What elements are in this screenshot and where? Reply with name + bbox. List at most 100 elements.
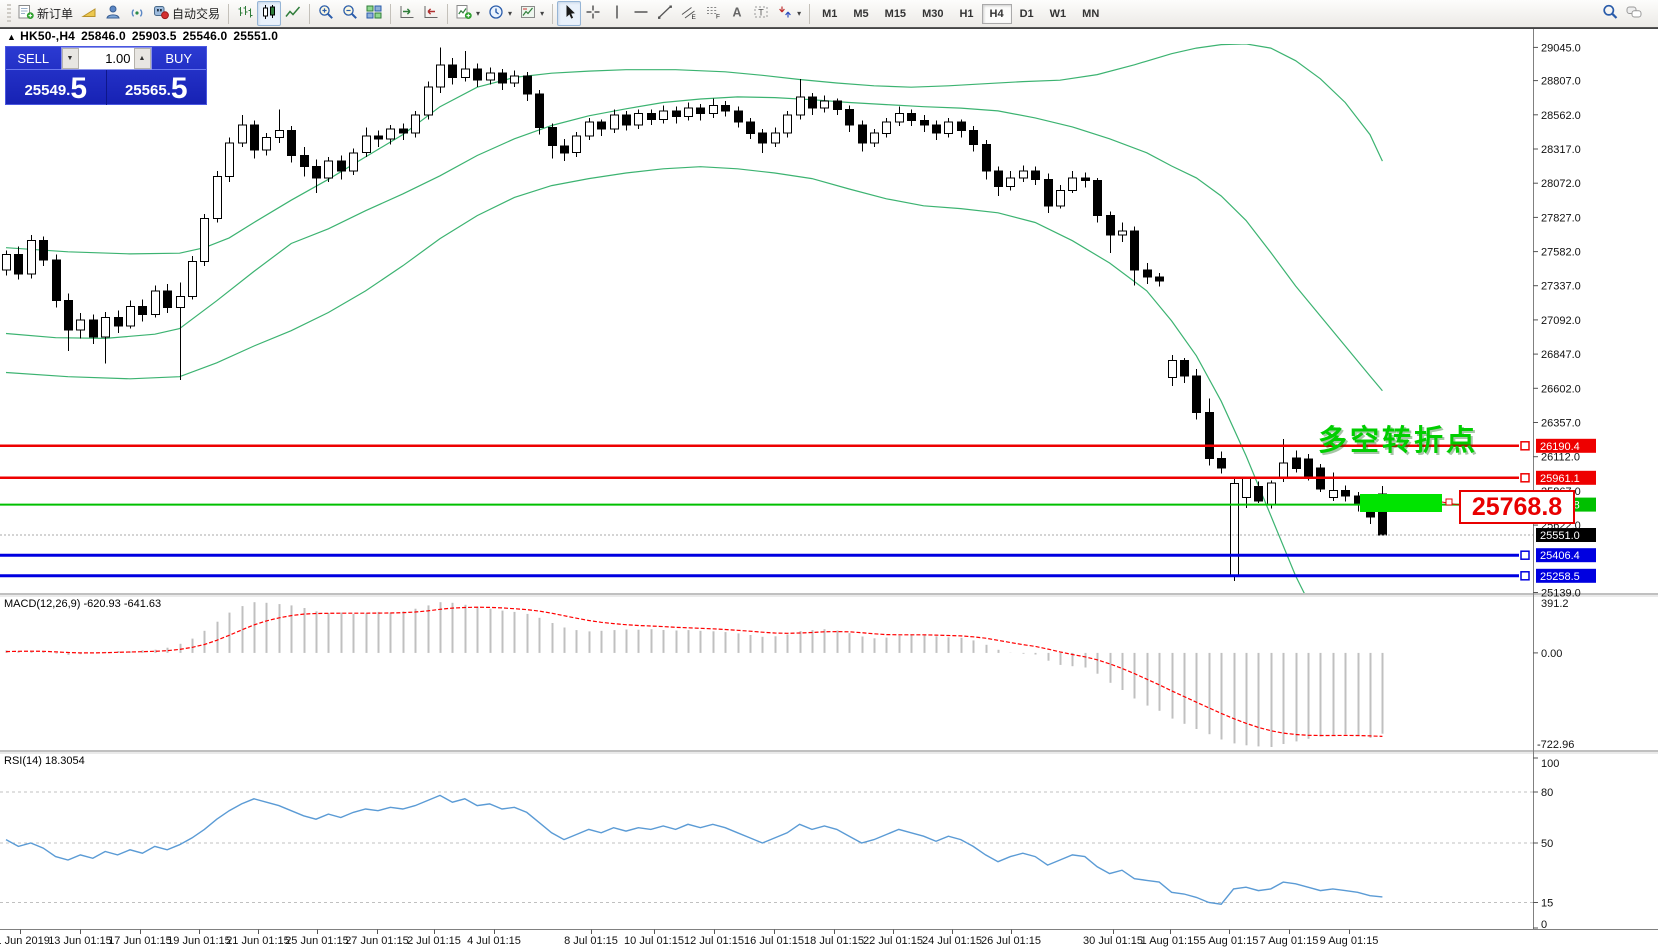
tile-windows-icon [366, 4, 382, 23]
templates-button[interactable]: ▾ [516, 1, 548, 26]
text-icon: A [729, 4, 745, 23]
rsi-indicator: 100 80 50 15 0 [0, 757, 1559, 931]
resistance-line-25961.1[interactable]: 25961.1 [0, 470, 1596, 485]
svg-text:25258.5: 25258.5 [1540, 571, 1580, 583]
svg-text:26190.4: 26190.4 [1540, 441, 1580, 453]
svg-text:27092.0: 27092.0 [1541, 315, 1581, 327]
highlight-box[interactable] [1360, 494, 1442, 512]
svg-text:2 Jul 01:15: 2 Jul 01:15 [407, 935, 461, 947]
buy-price[interactable]: 25565. 5 [124, 72, 188, 105]
svg-text:28807.0: 28807.0 [1541, 76, 1581, 88]
bollinger-bands [5, 44, 1383, 593]
profile-icon [105, 4, 121, 23]
period-m30-button[interactable]: M30 [922, 7, 944, 20]
indicators-button[interactable]: ▾ [452, 1, 484, 26]
svg-text:29045.0: 29045.0 [1541, 42, 1581, 54]
period-w1-button[interactable]: W1 [1049, 7, 1067, 20]
period-h4-button[interactable]: H4 [981, 3, 1012, 24]
fibonacci-button[interactable]: F [701, 1, 725, 26]
profile-button[interactable] [101, 1, 125, 26]
svg-text:22 Jul 01:15: 22 Jul 01:15 [863, 935, 923, 947]
period-mn-button[interactable]: MN [1082, 7, 1100, 20]
bar-low-value: 25546.0 [182, 29, 228, 43]
svg-text:5 Aug 01:15: 5 Aug 01:15 [1200, 935, 1259, 947]
volume-increase-button[interactable]: ▲ [133, 48, 151, 69]
search-icon [1602, 4, 1618, 23]
macd-label: MACD(12,26,9) -620.93 -641.63 [4, 598, 162, 610]
timeframes-button[interactable]: ▾ [484, 1, 516, 26]
fibonacci-icon: F [705, 4, 721, 23]
zoom-in-button[interactable] [314, 1, 338, 26]
trendline-button[interactable] [653, 1, 677, 26]
chat-button[interactable] [1622, 1, 1646, 26]
horizontal-line-button[interactable] [629, 1, 653, 26]
period-m15-button[interactable]: M15 [884, 7, 907, 20]
chevron-down-icon: ▾ [540, 9, 545, 18]
period-m5-button[interactable]: M5 [853, 7, 869, 20]
chevron-down-icon: ▾ [508, 9, 513, 18]
price-callout-box[interactable]: 25768.8 [1459, 490, 1575, 524]
svg-text:26357.0: 26357.0 [1541, 418, 1581, 430]
svg-text:26 Jul 01:15: 26 Jul 01:15 [981, 935, 1041, 947]
history-button[interactable] [77, 1, 101, 26]
svg-text:12 Jul 01:15: 12 Jul 01:15 [684, 935, 744, 947]
svg-text:F: F [716, 14, 720, 21]
resistance-line-26190.4[interactable]: 26190.4 [0, 438, 1596, 453]
panel-toggle-icon[interactable]: ▲ [7, 32, 17, 42]
svg-text:25406.4: 25406.4 [1540, 550, 1580, 562]
turning-point-annotation[interactable]: 多空转折点 [1318, 425, 1479, 457]
equidistant-channel-button[interactable]: E [677, 1, 701, 26]
period-d1-button[interactable]: D1 [1019, 7, 1034, 20]
svg-text:26847.0: 26847.0 [1541, 349, 1581, 361]
toolbar-separator [390, 3, 392, 24]
signal-button[interactable] [125, 1, 149, 26]
svg-text:1 Aug 01:15: 1 Aug 01:15 [1141, 935, 1200, 947]
cursor-icon [561, 4, 577, 23]
svg-text:24 Jul 01:15: 24 Jul 01:15 [922, 935, 982, 947]
buy-button[interactable]: BUY [151, 47, 206, 70]
new-order-button[interactable]: 新订单 [14, 1, 77, 26]
candlesticks [2, 47, 1387, 582]
arrows-button[interactable]: ▾ [773, 1, 805, 26]
crosshair-button[interactable] [581, 1, 605, 26]
text-button[interactable]: A [725, 1, 749, 26]
zoom-out-icon [342, 4, 358, 23]
support-line-25258.5[interactable]: 25258.5 [0, 568, 1596, 583]
line-chart-button[interactable] [281, 1, 305, 26]
chart-shift-button[interactable] [419, 1, 443, 26]
symbol-label: HK50-,H4 [20, 29, 76, 43]
period-h1-button[interactable]: H1 [959, 7, 974, 20]
candlestick-chart-button[interactable] [257, 1, 282, 26]
period-m1-button[interactable]: M1 [822, 7, 838, 20]
text-label-button[interactable]: T [749, 1, 773, 26]
bar-open-value: 25846.0 [81, 29, 126, 43]
sell-button[interactable]: SELL [6, 47, 61, 70]
svg-text:-722.96: -722.96 [1537, 739, 1574, 751]
sell-price[interactable]: 25549. 5 [6, 70, 107, 105]
svg-text:25139.0: 25139.0 [1541, 588, 1581, 600]
svg-text:27337.0: 27337.0 [1541, 281, 1581, 293]
auto-trading-button[interactable]: 自动交易 [149, 1, 224, 26]
toolbar-separator [228, 3, 230, 24]
cursor-button[interactable] [557, 1, 582, 26]
vertical-line-button[interactable] [605, 1, 629, 26]
volume-input[interactable] [78, 48, 134, 69]
svg-text:18 Jul 01:15: 18 Jul 01:15 [804, 935, 864, 947]
search-button[interactable] [1598, 1, 1622, 26]
support-line-25406.4[interactable]: 25406.4 [0, 548, 1596, 563]
tile-windows-button[interactable] [362, 1, 386, 26]
zoom-out-button[interactable] [338, 1, 362, 26]
auto-scroll-button[interactable] [395, 1, 419, 26]
text-label-icon: T [753, 4, 769, 23]
macd-signal-line [5, 606, 1383, 737]
svg-text:0: 0 [1541, 919, 1547, 931]
bollinger-lower-band [5, 166, 1305, 593]
svg-text:25551.0: 25551.0 [1540, 530, 1580, 542]
bar-chart-button[interactable] [233, 1, 257, 26]
horizontal-line-icon [633, 4, 649, 23]
svg-text:25 Jun 01:15: 25 Jun 01:15 [285, 935, 349, 947]
volume-decrease-button[interactable]: ▼ [61, 48, 79, 69]
svg-text:27 Jun 01:15: 27 Jun 01:15 [345, 935, 409, 947]
